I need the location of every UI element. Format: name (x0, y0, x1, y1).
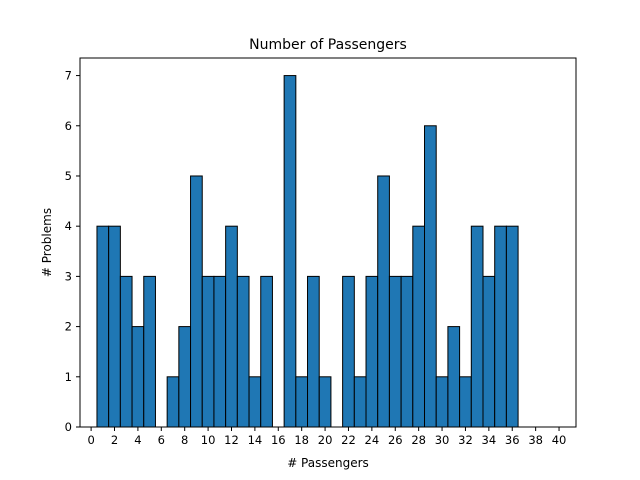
bar (260, 275, 273, 428)
y-tick-label: 3 (65, 269, 72, 283)
bar (424, 125, 437, 428)
y-axis: 0 1 2 3 4 5 6 7 (65, 69, 80, 434)
x-tick-label: 34 (482, 433, 497, 447)
bar (108, 225, 121, 428)
bar (494, 225, 507, 428)
bar (470, 225, 484, 428)
bar (388, 275, 402, 428)
bar (131, 326, 145, 428)
y-tick-label: 5 (65, 169, 72, 183)
bar (166, 376, 180, 428)
chart-title: Number of Passengers (249, 37, 407, 53)
bar (353, 376, 367, 428)
x-axis-label: # Passengers (287, 456, 369, 470)
bar (201, 275, 215, 428)
x-tick-label: 4 (134, 433, 141, 447)
bar (213, 275, 227, 428)
y-axis-label: # Problems (40, 208, 54, 277)
x-tick-label: 18 (294, 433, 309, 447)
bar (96, 225, 110, 428)
bar (143, 275, 156, 428)
x-tick-label: 30 (435, 433, 450, 447)
bar (459, 376, 472, 428)
bar (505, 225, 519, 428)
x-tick-label: 20 (318, 433, 333, 447)
bar (482, 275, 496, 428)
x-tick-label: 16 (271, 433, 286, 447)
x-tick-label: 22 (341, 433, 356, 447)
plot-frame (79, 57, 577, 428)
bar (435, 376, 449, 428)
bar (447, 326, 461, 428)
y-tick-label: 1 (65, 370, 72, 384)
y-tick-label: 6 (65, 119, 72, 133)
bar (377, 175, 390, 428)
bar (307, 275, 320, 428)
bar (283, 75, 297, 428)
x-tick-label: 6 (158, 433, 165, 447)
bar (342, 275, 355, 428)
x-tick-label: 10 (201, 433, 216, 447)
x-tick-label: 40 (552, 433, 567, 447)
x-tick-label: 32 (458, 433, 473, 447)
x-tick-label: 38 (528, 433, 543, 447)
bar (400, 275, 414, 428)
bar (190, 175, 203, 428)
bar (178, 326, 192, 428)
bars-group (96, 75, 519, 428)
y-tick-label: 4 (65, 219, 72, 233)
x-tick-label: 28 (411, 433, 426, 447)
x-tick-label: 2 (111, 433, 118, 447)
bar (225, 225, 238, 428)
y-tick-label: 0 (65, 420, 72, 434)
x-tick-label: 14 (248, 433, 263, 447)
x-tick-label: 24 (365, 433, 380, 447)
x-tick-label: 36 (505, 433, 520, 447)
x-tick-label: 8 (181, 433, 188, 447)
bar (295, 376, 309, 428)
bar (236, 275, 250, 428)
bar (412, 225, 426, 428)
bar (365, 275, 379, 428)
bar (119, 275, 133, 428)
y-tick-label: 7 (65, 69, 72, 83)
bar (248, 376, 262, 428)
bar (318, 376, 332, 428)
x-tick-label: 0 (87, 433, 94, 447)
x-axis: 0 2 4 6 8 10 12 14 16 18 20 22 24 26 28 30 32 34 36 38 40 (87, 427, 566, 447)
x-tick-label: 12 (224, 433, 239, 447)
x-tick-label: 26 (388, 433, 403, 447)
y-tick-label: 2 (65, 320, 72, 334)
